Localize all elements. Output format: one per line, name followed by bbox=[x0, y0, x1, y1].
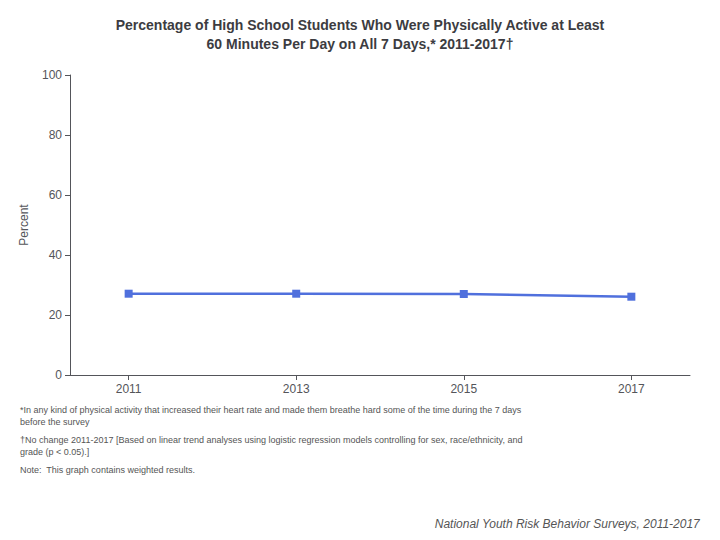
svg-text:Note: This graph contains wei: Note: This graph contains weighted resul… bbox=[20, 465, 195, 475]
svg-text:2013: 2013 bbox=[283, 382, 310, 396]
svg-text:*In any kind of physical activ: *In any kind of physical activity that i… bbox=[20, 405, 522, 415]
svg-text:60 Minutes Per Day on All 7 Da: 60 Minutes Per Day on All 7 Days,* 2011-… bbox=[207, 36, 514, 52]
svg-text:Percent: Percent bbox=[17, 204, 31, 246]
svg-text:0: 0 bbox=[55, 368, 62, 382]
svg-text:60: 60 bbox=[49, 188, 63, 202]
svg-text:2011: 2011 bbox=[116, 382, 142, 396]
svg-text:100: 100 bbox=[42, 68, 62, 82]
svg-text:National Youth Risk Behavior S: National Youth Risk Behavior Surveys, 20… bbox=[435, 517, 701, 531]
svg-text:40: 40 bbox=[49, 248, 63, 262]
svg-text:Percentage of High School Stud: Percentage of High School Students Who W… bbox=[116, 17, 605, 33]
svg-text:grade (p < 0.05).]: grade (p < 0.05).] bbox=[20, 447, 89, 457]
svg-text:80: 80 bbox=[49, 128, 63, 142]
svg-text:20: 20 bbox=[49, 308, 63, 322]
svg-text:†No change 2011-2017 [Based on: †No change 2011-2017 [Based on linear tr… bbox=[20, 435, 522, 445]
svg-text:before the survey: before the survey bbox=[20, 417, 90, 427]
svg-text:2017: 2017 bbox=[618, 382, 645, 396]
svg-text:2015: 2015 bbox=[450, 382, 477, 396]
